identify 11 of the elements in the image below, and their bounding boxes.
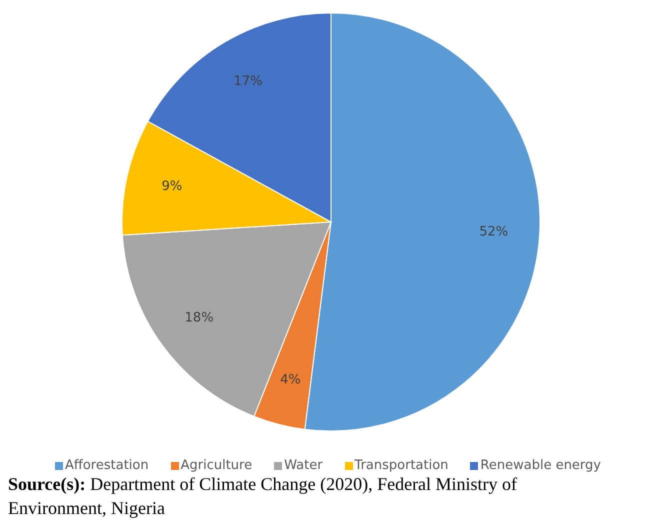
data-label: 4% <box>280 372 301 388</box>
legend-label: Transportation <box>354 458 448 473</box>
data-label: 18% <box>184 310 214 326</box>
legend-label: Water <box>283 458 323 473</box>
data-label: 9% <box>162 178 182 194</box>
legend-label: Afforestation <box>64 458 149 473</box>
legend-label: Renewable energy <box>479 458 601 473</box>
data-label: 52% <box>479 224 508 240</box>
data-label: 17% <box>234 74 262 90</box>
legend-label: Agriculture <box>180 458 252 473</box>
source-note: Source(s): Department of Climate Change (2020), Federal Ministry of Environment, Nigeria <box>8 474 518 518</box>
